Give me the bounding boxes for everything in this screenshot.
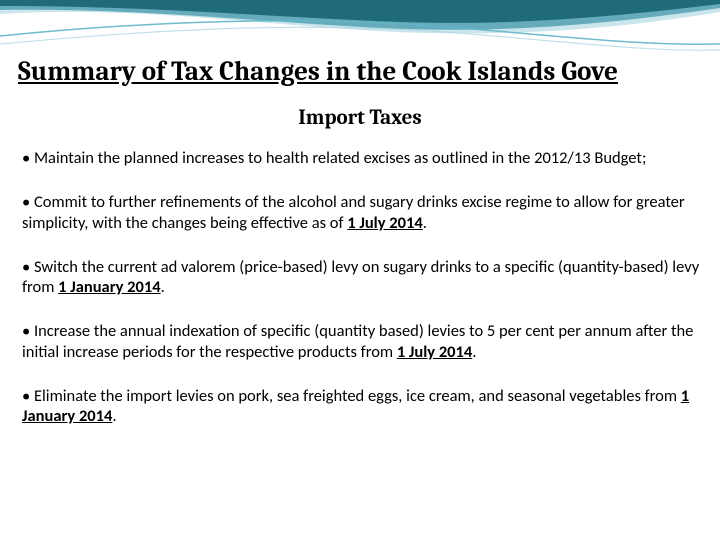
slide-title: Summary of Tax Changes in the Cook Islan… [18, 56, 618, 87]
bullet-item: • Switch the current ad valorem (price-b… [22, 257, 702, 298]
bullet-bold-date: 1 July 2014 [397, 342, 472, 362]
bullet-item: • Commit to further refinements of the a… [22, 192, 702, 233]
bullet-text-post: . [423, 213, 427, 233]
bullet-bold-date: 1 January 2014 [58, 277, 161, 297]
bullet-text: • Increase the annual indexation of spec… [22, 321, 693, 361]
bullet-item: • Increase the annual indexation of spec… [22, 321, 702, 362]
bullet-text-post: . [112, 406, 116, 426]
slide-subtitle: Import Taxes [0, 106, 720, 130]
bullet-text-post: . [472, 342, 476, 362]
body-text-area: • Maintain the planned increases to heal… [22, 148, 702, 451]
bullet-text-post: . [161, 277, 165, 297]
bullet-text: • Eliminate the import levies on pork, s… [22, 386, 681, 406]
bullet-item: • Maintain the planned increases to heal… [22, 148, 702, 168]
bullet-item: • Eliminate the import levies on pork, s… [22, 386, 702, 427]
bullet-text: • Maintain the planned increases to heal… [22, 148, 646, 168]
bullet-bold-date: 1 July 2014 [347, 213, 422, 233]
